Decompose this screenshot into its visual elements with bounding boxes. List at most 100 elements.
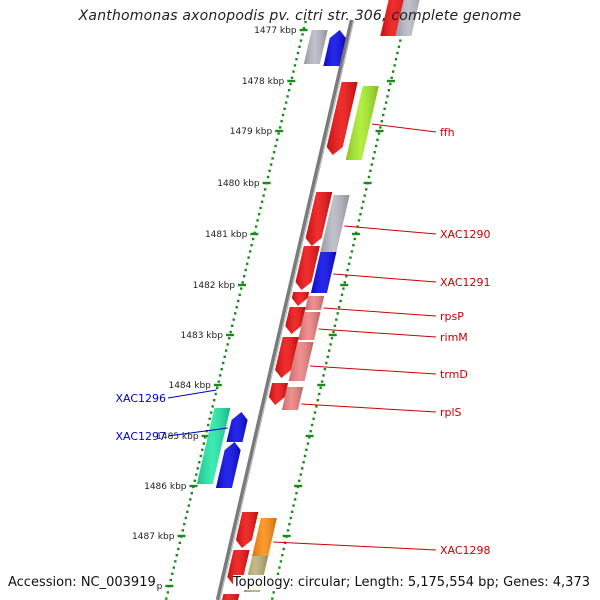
gene-shading-overlay [310,252,337,293]
gene-shading-overlay [215,442,241,488]
track-dot [387,89,391,92]
track-dot [352,244,355,247]
track-dot [315,405,318,408]
track-dot [380,120,383,123]
track-dot [187,504,190,507]
track-dot [325,361,328,365]
track-dot [357,219,361,222]
gene-label-rimm: rimM [440,331,468,344]
gene-shading-overlay [323,30,346,66]
track-dot [199,454,202,458]
track-dot [177,547,180,551]
track-dot [328,349,331,352]
track-dot [289,82,292,86]
track-dot [198,461,201,464]
track-dot [291,510,294,513]
track-dot [304,20,307,24]
gene-shading-overlay [285,307,306,334]
track-dot [293,498,297,501]
track-dot [232,318,235,321]
track-dot [195,473,198,476]
track-dot [207,423,210,427]
gene-shading-overlay [345,86,379,160]
track-dot [268,169,271,172]
tick-label: 1486 kbp [144,482,187,492]
track-dot [362,200,365,203]
track-dot [283,107,286,110]
track-dot [390,76,393,79]
track-dot [349,256,352,259]
gene-label-rpsp: rpsP [440,310,464,323]
track-dot [281,554,284,557]
track-dot [302,27,306,30]
track-dot [276,572,280,575]
track-dot [226,343,229,346]
track-dot [183,523,186,526]
track-dot [229,330,232,334]
outer-dotted-track [271,20,406,600]
track-dot [219,374,222,377]
track-dot [345,275,348,278]
track-dot [271,157,274,160]
track-dot [284,101,288,104]
track-dot [238,293,241,296]
track-dot [365,188,368,191]
gene-shading-overlay [235,512,259,548]
track-dot [278,566,281,569]
gene-label-leader [344,225,437,235]
track-dot [335,318,338,321]
gene-shading-overlay [227,550,250,585]
track-dot [235,306,238,309]
track-dot [392,70,395,73]
track-dot [295,58,298,61]
track-dot [298,45,301,48]
track-dot [165,597,168,600]
track-dot [243,275,246,278]
gene-features: ffh XAC1290 XAC1291 rpsP rimM trmD rplS XAC1296… [115,0,491,600]
track-dot [330,337,334,340]
track-dot [237,299,240,303]
track-dot [353,237,356,241]
track-dot [295,492,298,495]
gene-label-leader [167,427,228,437]
gene-label-leader [301,403,437,413]
track-dot [319,386,322,389]
track-dot [292,504,295,507]
track-dot [384,101,388,104]
track-dot [288,523,291,526]
track-dot [373,151,376,154]
track-dot [298,479,301,482]
track-dot [246,262,249,265]
tick-label: 1480 kbp [217,179,260,189]
track-dot [272,151,276,154]
map-title: Xanthomonas axonopodis pv. citri str. 30… [78,8,522,24]
track-dot [389,82,392,86]
track-dot [293,64,297,67]
tick-label: 1483 kbp [181,331,224,341]
track-dot [175,554,178,557]
track-dot [301,33,304,36]
gene-label-leader [371,123,437,133]
gene-shading-overlay [380,0,405,36]
track-dot [257,213,261,216]
track-dot [262,194,265,197]
track-dot [220,368,223,371]
track-dot [171,572,174,575]
track-dot [399,39,402,42]
gene-shading-overlay [226,412,248,442]
gene-shading-overlay [196,408,231,484]
track-dot [308,436,311,439]
gene-label-xac1298: XAC1298 [440,544,491,557]
topology-label: Topology: circular; Length: 5,175,554 bp… [232,575,590,590]
gene-label-xac1291: XAC1291 [440,276,491,289]
track-dot [260,200,264,203]
track-dot [178,541,181,544]
gene-shading-overlay [268,383,289,405]
track-dot [250,244,253,247]
tick-label: 1484 kbp [168,381,211,391]
track-dot [196,467,199,470]
track-dot [193,479,196,482]
gene-label-rpls: rplS [440,406,462,419]
gene-shading-overlay [252,518,277,556]
tick-label: 1477 kbp [254,26,297,36]
